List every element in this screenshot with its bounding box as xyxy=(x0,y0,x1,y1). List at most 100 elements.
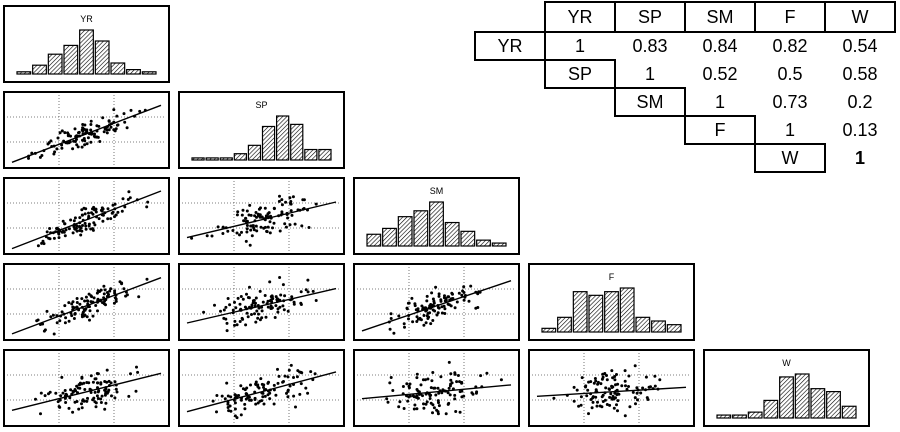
scatter-point xyxy=(616,399,620,403)
scatter-point xyxy=(90,295,94,299)
scatter-point xyxy=(73,312,77,316)
scatter-point xyxy=(84,129,88,133)
scatter-point xyxy=(627,385,630,388)
scatter-point xyxy=(75,297,79,300)
scatter-point xyxy=(76,386,80,390)
scatter-point xyxy=(462,298,466,302)
scatter-point xyxy=(421,306,425,310)
histogram-bar xyxy=(444,221,460,247)
scatter-point xyxy=(61,219,65,223)
scatter-point xyxy=(270,306,274,310)
scatter-point xyxy=(447,401,451,405)
histogram-title: W xyxy=(782,358,791,368)
corr-value: 0.83 xyxy=(632,36,667,56)
scatter-point xyxy=(641,386,645,390)
scatter-point xyxy=(282,308,286,312)
scatter-point xyxy=(391,389,395,392)
scatter-point xyxy=(113,380,117,384)
scatter-point xyxy=(590,406,594,410)
histogram-bar xyxy=(841,405,857,419)
histogram-bar xyxy=(666,324,682,333)
scatter-point xyxy=(453,397,457,401)
scatter-point xyxy=(263,225,267,229)
scatter-point xyxy=(415,315,419,319)
scatter-point xyxy=(314,202,318,206)
scatter-point xyxy=(247,395,251,399)
scatter-point xyxy=(474,391,478,395)
scatter-point xyxy=(431,411,434,415)
scatter-point xyxy=(93,400,97,404)
scatter-point xyxy=(60,375,64,379)
scatter-point xyxy=(257,207,261,211)
scatter-point xyxy=(97,124,101,128)
scatter-point xyxy=(134,389,138,393)
scatter-point xyxy=(287,368,291,372)
fit-line xyxy=(186,371,337,413)
corr-row-label-SM: SM xyxy=(637,92,664,112)
histogram-bar xyxy=(732,414,747,419)
histogram-bar xyxy=(79,29,94,75)
scatter-point xyxy=(84,295,88,299)
scatter-point xyxy=(122,287,126,291)
scatter-point xyxy=(245,224,249,227)
scatter-point xyxy=(239,295,243,298)
scatter-point xyxy=(93,377,97,381)
scatter-point xyxy=(89,128,93,132)
scatter-point xyxy=(81,224,84,227)
scatter-point xyxy=(112,108,116,112)
scatter-point xyxy=(67,227,71,231)
fit-line xyxy=(536,386,687,397)
scatter-point xyxy=(412,407,416,411)
scatter-point xyxy=(425,294,429,298)
scatter-point xyxy=(431,319,435,322)
scatter-point xyxy=(429,386,433,390)
scatter-point xyxy=(116,210,120,214)
scatter-point xyxy=(605,374,608,377)
scatter-point xyxy=(96,397,100,400)
histogram-bar xyxy=(205,157,219,161)
scatter-point xyxy=(639,391,643,395)
scatter-point xyxy=(231,308,235,312)
scatter-point xyxy=(434,285,438,289)
corr-row-label-cell xyxy=(474,31,546,61)
corr-value: 0.2 xyxy=(847,92,872,112)
scatter-point xyxy=(78,225,82,228)
scatter-point xyxy=(436,412,440,416)
corr-value: 0.52 xyxy=(702,64,737,84)
scatter-point xyxy=(499,378,503,382)
scatter-point xyxy=(433,309,437,313)
scatter-point xyxy=(67,319,71,323)
scatter-point xyxy=(264,315,268,319)
scatter-point xyxy=(256,316,260,320)
scatter-point xyxy=(285,391,288,395)
scatter-point xyxy=(398,400,402,404)
corr-value: 0.5 xyxy=(777,64,802,84)
histogram-YR: YR xyxy=(3,5,170,83)
scatter-point xyxy=(105,368,109,372)
scatter-point xyxy=(100,394,104,398)
scatter-point xyxy=(485,371,489,375)
scatter-point xyxy=(436,386,440,390)
scatter-point xyxy=(302,198,306,202)
scatter-point xyxy=(456,374,460,377)
scatter-point xyxy=(63,222,67,226)
corr-row-label-SP: SP xyxy=(568,64,592,84)
scatter-point xyxy=(407,301,411,305)
scatter-point xyxy=(77,407,81,411)
scatter-point xyxy=(71,305,75,309)
scatter-point xyxy=(288,223,292,227)
scatter-point xyxy=(233,407,237,411)
scatter-point xyxy=(225,321,229,325)
scatter-point xyxy=(277,374,281,378)
scatter-point xyxy=(69,388,73,392)
scatter-point xyxy=(249,228,253,232)
scatter-point xyxy=(96,309,99,313)
scatter-point xyxy=(235,323,239,327)
scatter-point xyxy=(609,392,613,396)
scatter-point xyxy=(440,305,444,309)
scatter-point xyxy=(444,412,448,416)
scatter-point xyxy=(146,200,150,204)
scatter-point xyxy=(60,146,64,150)
scatter-point xyxy=(82,381,86,385)
scatter-point xyxy=(431,371,435,374)
